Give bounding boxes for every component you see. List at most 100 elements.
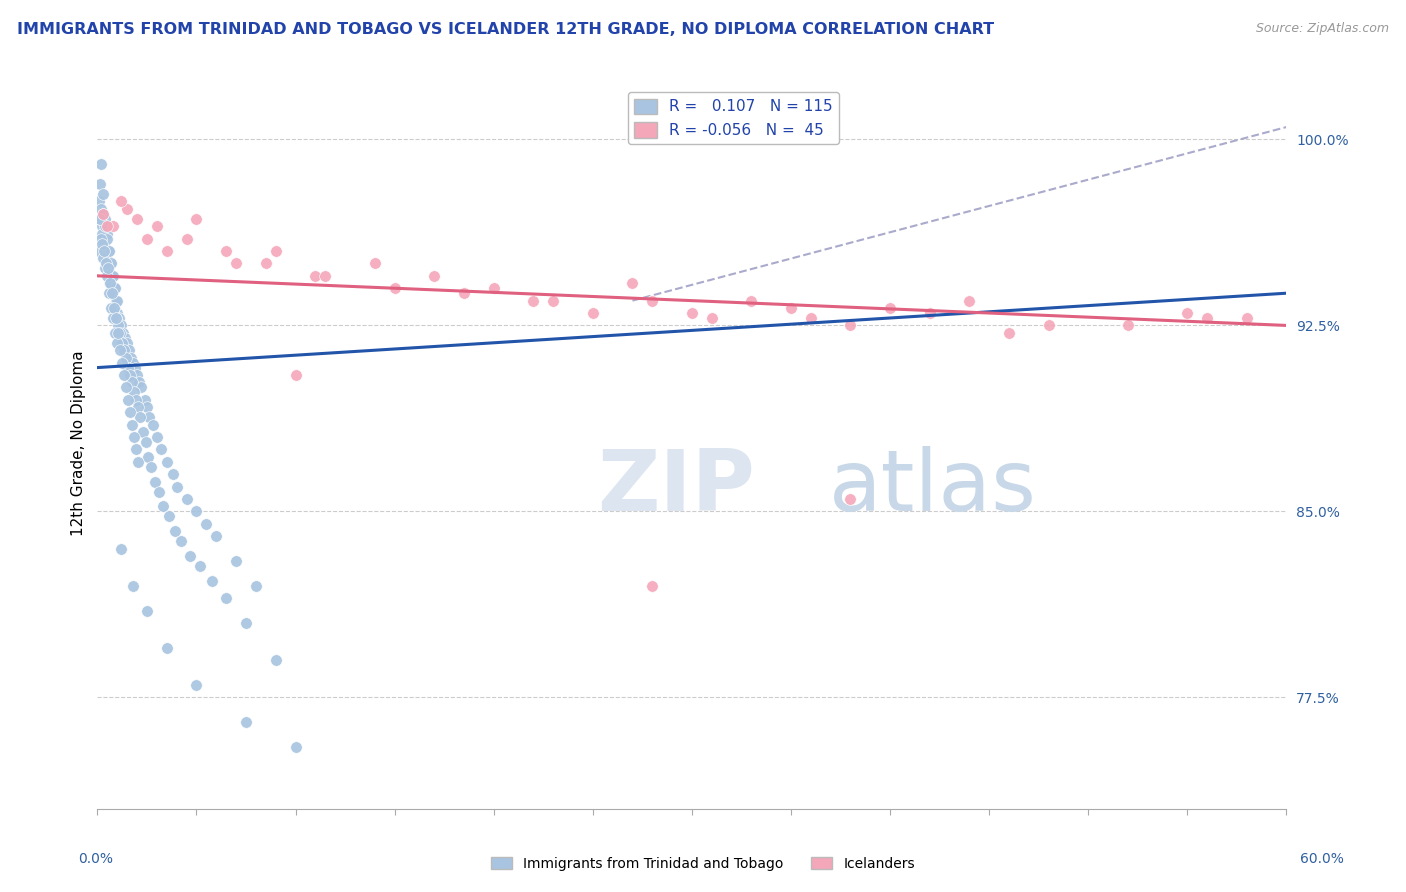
Point	[254, 256, 277, 270]
Point	[423, 268, 446, 283]
Point	[264, 653, 287, 667]
Point	[135, 401, 157, 415]
Point	[117, 392, 139, 407]
Point	[97, 261, 120, 276]
Point	[117, 360, 139, 375]
Y-axis label: 12th Grade, No Diploma: 12th Grade, No Diploma	[72, 351, 86, 536]
Point	[264, 244, 287, 258]
Point	[641, 579, 664, 593]
Point	[128, 376, 150, 390]
Point	[225, 256, 247, 270]
Point	[94, 256, 117, 270]
Text: atlas: atlas	[828, 446, 1036, 529]
Point	[621, 277, 644, 291]
Point	[107, 318, 129, 333]
Point	[97, 261, 120, 276]
Point	[162, 467, 184, 482]
Point	[125, 368, 148, 382]
Point	[112, 343, 135, 358]
Point	[149, 442, 172, 457]
Point	[97, 244, 120, 258]
Point	[103, 301, 125, 315]
Point	[103, 219, 125, 234]
Point	[91, 207, 114, 221]
Point	[112, 368, 135, 382]
Point	[115, 335, 138, 350]
Point	[96, 219, 118, 234]
Point	[118, 343, 141, 358]
Point	[139, 459, 162, 474]
Point	[138, 410, 160, 425]
Point	[122, 579, 145, 593]
Point	[148, 484, 170, 499]
Point	[169, 534, 191, 549]
Point	[957, 293, 980, 308]
Point	[201, 574, 224, 588]
Point	[100, 256, 122, 270]
Point	[101, 286, 124, 301]
Point	[304, 268, 326, 283]
Point	[125, 211, 148, 226]
Point	[839, 491, 862, 506]
Point	[125, 392, 148, 407]
Point	[111, 335, 134, 350]
Point	[122, 385, 145, 400]
Point	[104, 326, 127, 340]
Point	[122, 356, 145, 370]
Point	[156, 640, 179, 655]
Point	[482, 281, 505, 295]
Point	[93, 244, 115, 258]
Point	[364, 256, 387, 270]
Point	[800, 310, 823, 325]
Point	[90, 227, 112, 241]
Point	[121, 376, 143, 390]
Text: ZIP: ZIP	[596, 446, 755, 529]
Point	[112, 326, 135, 340]
Point	[179, 549, 201, 563]
Point	[94, 219, 117, 234]
Point	[96, 256, 118, 270]
Point	[839, 318, 862, 333]
Point	[205, 529, 228, 543]
Point	[90, 157, 112, 171]
Point	[108, 310, 131, 325]
Point	[215, 244, 238, 258]
Point	[146, 219, 169, 234]
Point	[114, 331, 136, 345]
Point	[108, 343, 131, 358]
Point	[115, 351, 138, 365]
Point	[103, 268, 125, 283]
Point	[235, 615, 257, 630]
Point	[1038, 318, 1060, 333]
Point	[98, 244, 121, 258]
Point	[105, 306, 128, 320]
Point	[314, 268, 336, 283]
Point	[91, 186, 114, 201]
Point	[118, 405, 141, 419]
Point	[129, 380, 152, 394]
Point	[101, 286, 124, 301]
Point	[541, 293, 564, 308]
Point	[284, 368, 307, 382]
Point	[284, 739, 307, 754]
Point	[127, 401, 149, 415]
Text: 0.0%: 0.0%	[79, 852, 112, 866]
Point	[100, 301, 122, 315]
Point	[1177, 306, 1199, 320]
Point	[105, 293, 128, 308]
Point	[522, 293, 544, 308]
Point	[195, 516, 218, 531]
Point	[127, 455, 149, 469]
Point	[115, 202, 138, 216]
Point	[91, 207, 114, 221]
Point	[111, 356, 134, 370]
Point	[104, 281, 127, 295]
Text: 60.0%: 60.0%	[1299, 852, 1344, 866]
Point	[453, 286, 475, 301]
Point	[132, 425, 155, 439]
Point	[98, 277, 121, 291]
Point	[101, 310, 124, 325]
Point	[96, 232, 118, 246]
Point	[120, 351, 142, 365]
Point	[90, 236, 112, 251]
